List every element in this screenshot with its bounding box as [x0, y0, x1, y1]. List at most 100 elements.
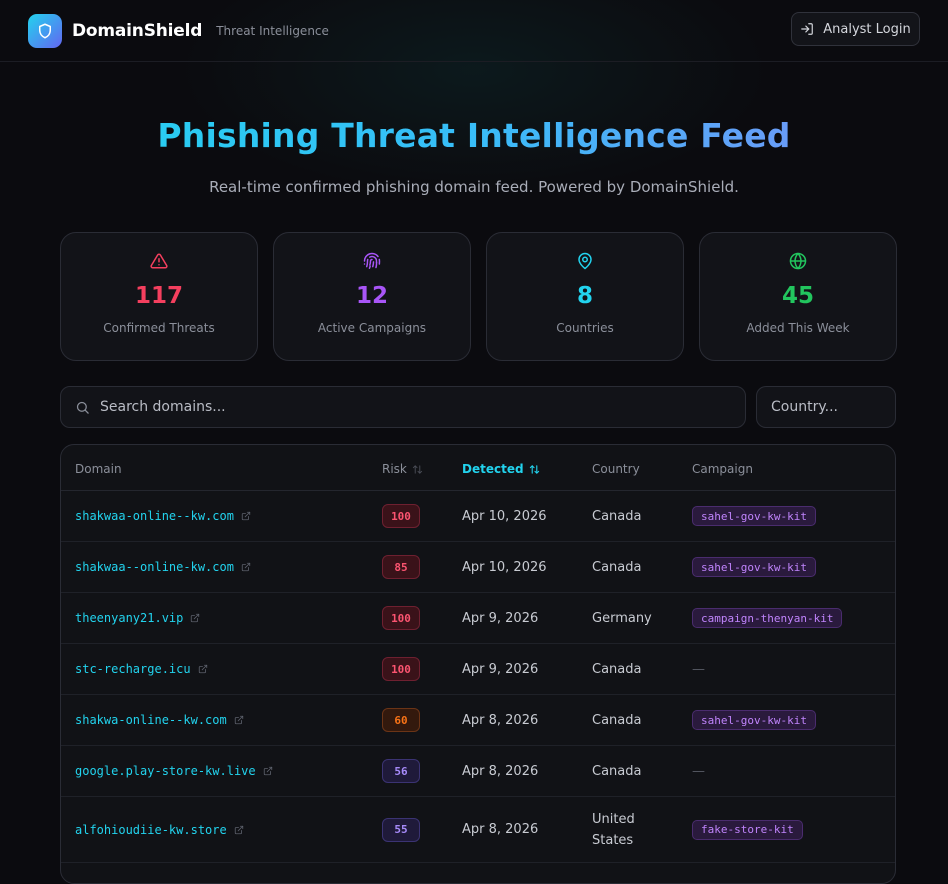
stat-value: 8	[576, 283, 593, 309]
column-header-domain[interactable]: Domain	[75, 462, 122, 476]
risk-badge: 85	[382, 555, 420, 579]
domain-text: theenyany21.vip	[75, 611, 184, 625]
risk-badge: 60	[382, 708, 420, 732]
login-icon	[801, 23, 814, 35]
external-link-icon	[234, 715, 243, 725]
stats-row: 117 Confirmed Threats 12 Active Campaign…	[60, 232, 897, 361]
stat-value: 117	[134, 283, 183, 309]
detected-date: Apr 10, 2026	[462, 508, 547, 524]
campaign-badge[interactable]: sahel-gov-kw-kit	[692, 557, 816, 577]
risk-cell: 60	[382, 695, 420, 745]
domain-text: shakwa-online--kw.com	[75, 713, 227, 727]
stat-card-countries: 8 Countries	[486, 232, 684, 361]
stat-value: 12	[355, 283, 388, 309]
risk-badge: 100	[382, 657, 420, 681]
table-row[interactable]: theenyany21.vip 100 Apr 9, 2026 Germany …	[61, 593, 895, 644]
risk-badge: 100	[382, 504, 420, 528]
campaign-cell: sahel-gov-kw-kit	[692, 491, 816, 541]
stat-label: Confirmed Threats	[103, 321, 215, 335]
sort-active-icon	[529, 464, 539, 474]
domain-link[interactable]: shakwaa-online--kw.com	[75, 491, 251, 541]
risk-cell: 85	[382, 542, 420, 592]
search-box[interactable]	[60, 386, 746, 428]
domain-text: google.play-store-kw.live	[75, 764, 256, 778]
shield-logo-icon[interactable]	[28, 13, 62, 48]
globe-icon	[789, 251, 807, 271]
column-header-country[interactable]: Country	[592, 462, 640, 476]
campaign-cell: fake-store-kit	[692, 797, 803, 862]
table-header: Domain Risk Detected Country Campaign	[61, 445, 895, 491]
country-cell: United States	[592, 797, 635, 862]
external-link-icon	[263, 766, 272, 776]
table-row[interactable]: google.play-store-kw.live 56 Apr 8, 2026…	[61, 746, 895, 797]
external-link-icon	[234, 825, 243, 834]
search-icon	[76, 401, 89, 414]
column-label: Detected	[462, 462, 524, 476]
stat-label: Added This Week	[746, 321, 850, 335]
country-line: United	[592, 811, 635, 827]
detected-date: Apr 8, 2026	[462, 822, 539, 837]
alert-triangle-icon	[150, 251, 168, 271]
domain-link[interactable]: shakwaa--online-kw.com	[75, 542, 251, 592]
stat-card-active-campaigns: 12 Active Campaigns	[273, 232, 471, 361]
column-label: Country	[592, 462, 640, 476]
domain-text: shakwaa-online--kw.com	[75, 509, 234, 523]
column-header-risk[interactable]: Risk	[382, 462, 423, 476]
stat-label: Active Campaigns	[317, 321, 427, 335]
top-header: DomainShield Threat Intelligence Analyst…	[0, 0, 948, 62]
campaign-cell: campaign-thenyan-kit	[692, 593, 843, 643]
domain-link[interactable]: theenyany21.vip	[75, 593, 200, 643]
stat-card-added-this-week: 45 Added This Week	[699, 232, 897, 361]
risk-cell: 55	[382, 797, 420, 862]
analyst-login-button[interactable]: Analyst Login	[791, 12, 920, 46]
threat-table: Domain Risk Detected Country Campaign sh…	[60, 444, 896, 884]
domain-link[interactable]: stc-recharge.icu	[75, 644, 208, 694]
column-header-detected[interactable]: Detected	[462, 462, 540, 476]
brand-subtitle: Threat Intelligence	[216, 23, 329, 38]
column-label: Domain	[75, 462, 122, 476]
campaign-badge[interactable]: sahel-gov-kw-kit	[692, 710, 816, 730]
risk-cell: 100	[382, 491, 420, 541]
analyst-login-label: Analyst Login	[823, 21, 911, 37]
brand-name[interactable]: DomainShield	[72, 20, 203, 41]
country-filter-select[interactable]: Country...	[756, 386, 896, 428]
page-title: Phishing Threat Intelligence Feed	[0, 116, 948, 155]
domain-link[interactable]: shakwa-online--kw.com	[75, 695, 244, 745]
stat-label: Countries	[556, 321, 614, 335]
fingerprint-icon	[363, 251, 381, 271]
detected-date: Apr 9, 2026	[462, 610, 539, 626]
detected-date: Apr 8, 2026	[462, 712, 539, 728]
search-input[interactable]	[100, 399, 700, 415]
table-row[interactable]: shakwaa-online--kw.com 100 Apr 10, 2026 …	[61, 491, 895, 542]
risk-badge: 56	[382, 759, 420, 783]
stat-value: 45	[781, 283, 814, 309]
table-row[interactable]: stc-recharge.icu 100 Apr 9, 2026 Canada …	[61, 644, 895, 695]
campaign-badge[interactable]: campaign-thenyan-kit	[692, 608, 843, 628]
country-cell: Germany	[592, 610, 652, 626]
risk-cell: 56	[382, 746, 420, 796]
country-cell: Canada	[592, 559, 642, 575]
external-link-icon	[241, 511, 251, 521]
country-cell: Canada	[592, 508, 642, 524]
risk-cell: 100	[382, 593, 420, 643]
country-cell: Canada	[592, 661, 642, 677]
map-pin-icon	[576, 251, 594, 271]
detected-date: Apr 10, 2026	[462, 559, 547, 575]
domain-link[interactable]: google.play-store-kw.live	[75, 746, 273, 796]
table-row[interactable]: shakwaa--online-kw.com 85 Apr 10, 2026 C…	[61, 542, 895, 593]
table-row[interactable]: shakwa-online--kw.com 60 Apr 8, 2026 Can…	[61, 695, 895, 746]
domain-text: shakwaa--online-kw.com	[75, 560, 234, 574]
column-header-campaign[interactable]: Campaign	[692, 462, 753, 476]
table-row[interactable]: alfohioudiie-kw.store 55 Apr 8, 2026 Uni…	[61, 797, 895, 863]
campaign-empty: —	[692, 661, 705, 677]
external-link-icon	[191, 613, 200, 623]
campaign-badge[interactable]: sahel-gov-kw-kit	[692, 506, 816, 526]
detected-date: Apr 9, 2026	[462, 661, 539, 677]
country-cell: Canada	[592, 712, 642, 728]
risk-badge: 55	[382, 817, 420, 842]
domain-link[interactable]: alfohioudiie-kw.store	[75, 797, 244, 862]
risk-cell: 100	[382, 644, 420, 694]
campaign-badge[interactable]: fake-store-kit	[692, 819, 803, 840]
column-label: Campaign	[692, 462, 753, 476]
column-label: Risk	[382, 462, 407, 476]
